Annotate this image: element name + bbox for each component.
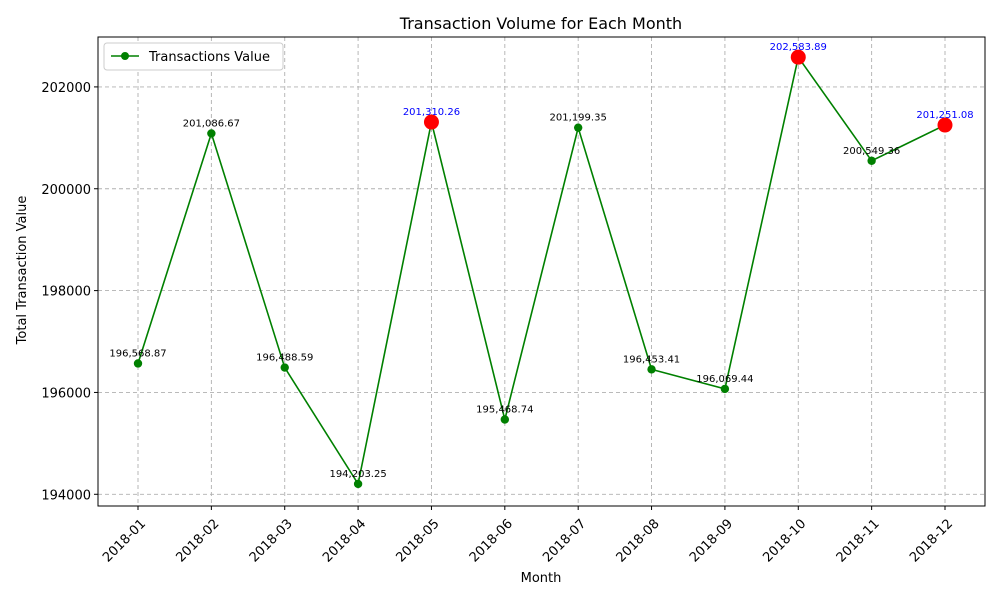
data-label: 201,086.67: [183, 118, 240, 129]
axes-frame: [97, 36, 986, 507]
data-label: 196,069.44: [696, 374, 753, 385]
data-label: 201,251.08: [916, 110, 973, 121]
x-tick-label: 2018-08: [614, 516, 663, 565]
y-axis-title: Total Transaction Value: [15, 196, 30, 346]
y-tick-label: 200000: [41, 183, 91, 198]
x-tick-label: 2018-05: [394, 516, 443, 565]
data-label: 200,549.36: [843, 146, 900, 157]
y-tick-label: 202000: [41, 81, 91, 96]
x-tick-label: 2018-09: [687, 516, 736, 565]
chart-title: Transaction Volume for Each Month: [399, 14, 682, 33]
x-tick-label: 2018-11: [834, 516, 883, 565]
x-tick-label: 2018-06: [467, 516, 516, 565]
y-tick-label: 194000: [41, 488, 91, 503]
data-label: 196,453.41: [623, 354, 680, 365]
highlighted-point: [937, 117, 953, 133]
data-point: [500, 415, 510, 424]
data-label: 194,203.25: [329, 469, 386, 480]
x-tick-label: 2018-12: [907, 516, 956, 565]
legend: Transactions Value: [103, 42, 284, 71]
data-label: 196,488.59: [256, 353, 313, 364]
highlighted-point: [790, 49, 806, 65]
x-axis-title: Month: [521, 571, 562, 586]
x-tick-label: 2018-01: [100, 516, 149, 565]
y-tick-label: 196000: [41, 386, 91, 401]
data-point: [647, 365, 656, 374]
data-point: [867, 156, 876, 165]
series-line: [137, 55, 946, 487]
data-point: [207, 129, 216, 138]
x-tick-label: 2018-10: [760, 516, 809, 565]
legend-label: Transactions Value: [148, 50, 270, 65]
grid-lines: [98, 37, 985, 506]
data-point: [133, 359, 143, 368]
legend-marker-swatch: [121, 52, 129, 60]
x-tick-label: 2018-04: [320, 516, 369, 565]
x-tick-label: 2018-07: [540, 516, 589, 565]
data-label: 195,468.74: [476, 404, 533, 415]
data-point: [280, 363, 289, 372]
data-label: 201,199.35: [550, 113, 607, 124]
plot-area: 196,568.87 201,086.67 196,488.59 194,203.25…: [109, 42, 974, 489]
data-label: 201,310.26: [403, 107, 460, 118]
data-point: [573, 123, 583, 132]
data-point: [720, 384, 730, 394]
highlighted-point: [423, 114, 439, 130]
axes: 194000 196000 198000 200000 202000 2018-01 201…: [41, 36, 986, 566]
data-point: [353, 479, 363, 489]
x-tick-label: 2018-03: [247, 516, 296, 565]
data-label: 202,583.89: [770, 42, 827, 53]
legend-box: [103, 42, 284, 71]
y-tick-label: 198000: [41, 285, 91, 300]
data-label: 196,568.87: [109, 348, 166, 359]
x-tick-label: 2018-02: [173, 516, 222, 565]
